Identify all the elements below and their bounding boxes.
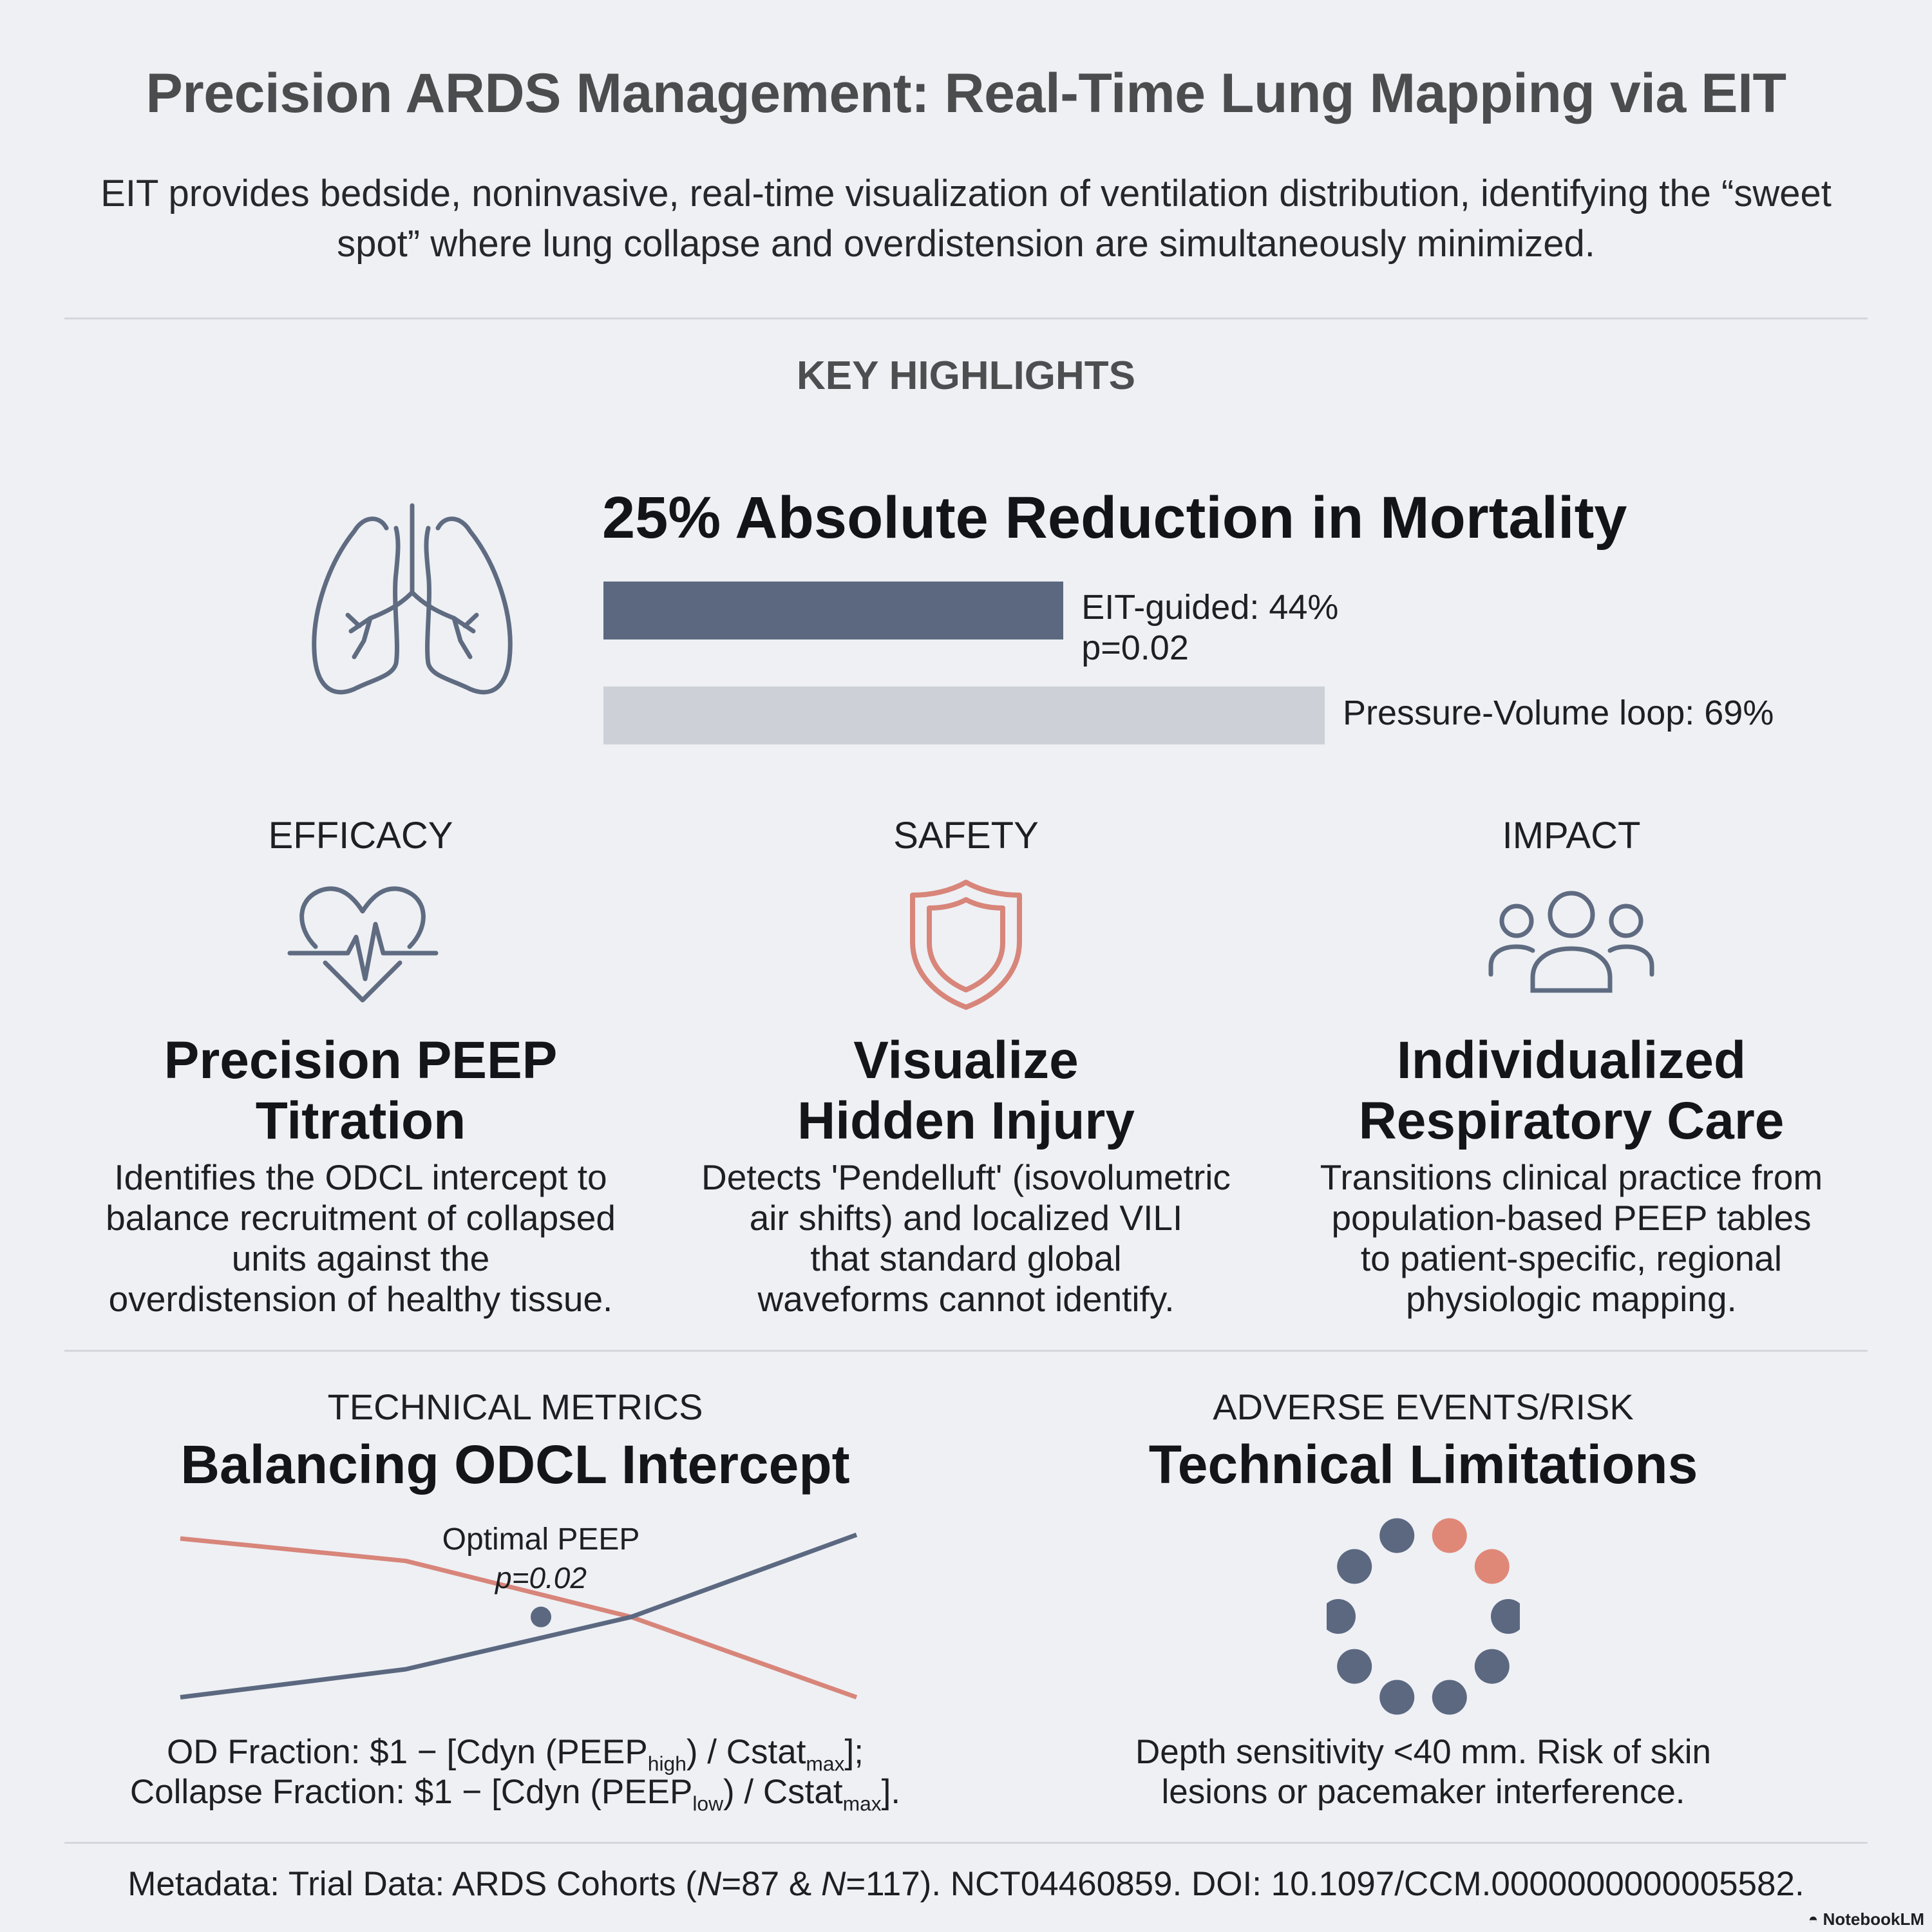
risk-dot-highlighted — [1474, 1549, 1510, 1584]
heart-pulse-icon — [287, 886, 439, 1003]
formula-subscript: low — [692, 1792, 724, 1815]
card-title-efficacy: Precision PEEP Titration — [52, 1030, 670, 1151]
risk-dot-ring — [1327, 1518, 1520, 1715]
card-title-line: Respiratory Care — [1358, 1092, 1785, 1150]
risk-dot — [1474, 1649, 1510, 1684]
section-label-technical-metrics: TECHNICAL METRICS — [327, 1387, 703, 1427]
divider — [64, 317, 1868, 319]
formula-text: ]; — [844, 1733, 864, 1771]
meta-text: =87 & — [721, 1865, 821, 1903]
card-title-safety: Visualize Hidden Injury — [657, 1030, 1275, 1151]
metadata-footer: Metadata: Trial Data: ARDS Cohorts (N=87… — [0, 1864, 1932, 1904]
card-title-line: Individualized — [1396, 1031, 1747, 1090]
divider — [64, 1350, 1868, 1352]
card-body-line: air shifts) and localized VILI — [749, 1198, 1183, 1238]
meta-text: =117). NCT04460859. DOI: 10.1097/CCM.000… — [846, 1865, 1804, 1903]
risk-text-line: Depth sensitivity <40 mm. Risk of skin — [1135, 1733, 1711, 1771]
section-label-adverse-events: ADVERSE EVENTS/RISK — [1213, 1387, 1634, 1427]
card-title-line: Visualize — [853, 1031, 1079, 1090]
formula-collapse-fraction: Collapse Fraction: $1 − [Cdyn (PEEPlow) … — [97, 1772, 934, 1824]
odcl-chart: Optimal PEEP p=0.02 — [180, 1522, 858, 1700]
chart-series-line-2 — [180, 1532, 858, 1700]
card-title-impact: Individualized Respiratory Care — [1262, 1030, 1880, 1151]
card-title-line: Precision PEEP — [164, 1031, 558, 1090]
bar-eit-guided — [603, 582, 1064, 639]
chart-series-line-1 — [180, 1536, 858, 1700]
formula-subscript: high — [647, 1752, 687, 1776]
bar-eit-guided-pvalue: p=0.02 — [1081, 629, 1189, 667]
card-body-line: to patient-specific, regional — [1360, 1238, 1783, 1278]
card-category-safety: SAFETY — [893, 815, 1039, 857]
card-body-line: that standard global — [810, 1238, 1122, 1278]
risk-dot — [1491, 1599, 1520, 1634]
risk-dot — [1379, 1680, 1415, 1715]
section-title-odcl: Balancing ODCL Intercept — [180, 1434, 850, 1495]
mortality-headline: 25% Absolute Reduction in Mortality — [602, 485, 1627, 551]
formula-text: ) / Cstat — [686, 1733, 806, 1771]
shield-icon — [910, 880, 1022, 1010]
formula-text: ) / Cstat — [723, 1773, 843, 1811]
risk-text-line: lesions or pacemaker interference. — [1161, 1773, 1685, 1811]
page-subtitle: EIT provides bedside, noninvasive, real-… — [100, 173, 1832, 265]
card-body-efficacy: Identifies the ODCL intercept to balance… — [52, 1157, 670, 1320]
chart-intersection-point — [531, 1606, 551, 1627]
brand-footer: ◓ NotebookLM — [1808, 1909, 1924, 1929]
formula-subscript: max — [806, 1752, 845, 1776]
card-body-line: overdistension of healthy tissue. — [108, 1279, 613, 1319]
card-body-line: Identifies the ODCL intercept to — [114, 1157, 607, 1197]
brand-name: NotebookLM — [1823, 1909, 1924, 1929]
risk-dot — [1379, 1518, 1415, 1553]
card-category-impact: IMPACT — [1502, 815, 1641, 857]
chart-annotation-pvalue: p=0.02 — [494, 1561, 587, 1595]
bar-pressure-volume-loop — [603, 687, 1325, 744]
page-title: Precision ARDS Management: Real-Time Lun… — [146, 62, 1786, 124]
bar-pressure-volume-loop-label: Pressure-Volume loop: 69% — [1343, 694, 1774, 732]
formula-text: ]. — [881, 1773, 901, 1811]
risk-dot — [1327, 1599, 1356, 1634]
card-body-line: Transitions clinical practice from — [1320, 1157, 1823, 1197]
card-title-line: Titration — [255, 1092, 466, 1150]
risk-dot-highlighted — [1432, 1518, 1467, 1553]
formula-text: Collapse Fraction: $1 − [Cdyn (PEEP — [129, 1773, 693, 1811]
meta-text: Metadata: Trial Data: ARDS Cohorts ( — [128, 1865, 697, 1903]
card-title-line: Hidden Injury — [797, 1092, 1135, 1150]
risk-dot — [1432, 1680, 1467, 1715]
card-body-safety: Detects 'Pendelluft' (isovolumetric air … — [657, 1157, 1275, 1320]
risk-dot — [1337, 1549, 1372, 1584]
section-title-technical-limitations: Technical Limitations — [1148, 1434, 1698, 1495]
chart-annotation-optimal-peep: Optimal PEEP — [442, 1522, 640, 1557]
card-body-line: units against the — [231, 1238, 490, 1278]
card-body-line: population-based PEEP tables — [1331, 1198, 1812, 1238]
card-body-line: waveforms cannot identify. — [757, 1279, 1175, 1319]
formula-text: OD Fraction: $1 − [Cdyn (PEEP — [167, 1733, 648, 1771]
card-body-line: Detects 'Pendelluft' (isovolumetric — [701, 1157, 1231, 1197]
bar-eit-guided-label: EIT-guided: 44% — [1081, 588, 1339, 627]
notebooklm-logo-icon: ◓ — [1808, 1909, 1823, 1929]
card-body-impact: Transitions clinical practice from popul… — [1262, 1157, 1880, 1320]
formula-od-fraction: OD Fraction: $1 − [Cdyn (PEEPhigh) / Cst… — [97, 1732, 934, 1784]
lungs-icon — [312, 503, 513, 695]
divider — [64, 1842, 1868, 1844]
meta-n-symbol: N — [696, 1865, 722, 1903]
risk-dot — [1337, 1649, 1372, 1684]
card-body-line: balance recruitment of collapsed — [106, 1198, 616, 1238]
meta-n-symbol: N — [820, 1865, 846, 1903]
people-group-icon — [1488, 891, 1654, 993]
card-body-line: physiologic mapping. — [1406, 1279, 1737, 1319]
risk-description: Depth sensitivity <40 mm. Risk of skin l… — [1005, 1732, 1842, 1812]
section-label-key-highlights: KEY HIGHLIGHTS — [797, 354, 1135, 398]
card-category-efficacy: EFFICACY — [268, 815, 453, 857]
formula-subscript: max — [842, 1792, 882, 1815]
